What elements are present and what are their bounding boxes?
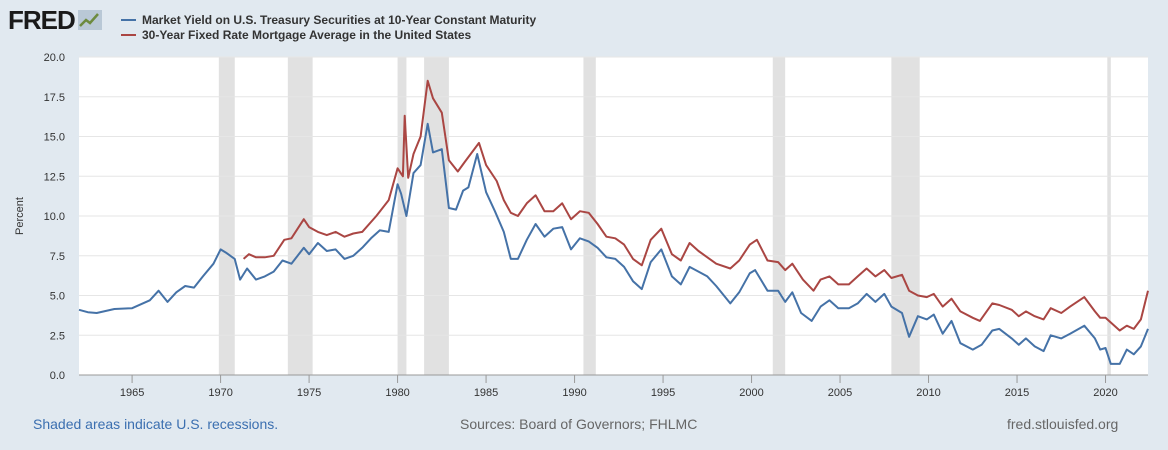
legend-swatch-mortgage <box>121 33 136 36</box>
y-tick-label: 0.0 <box>50 370 65 382</box>
legend-item-treasury[interactable]: Market Yield on U.S. Treasury Securities… <box>121 12 536 27</box>
legend-swatch-treasury <box>121 18 136 21</box>
logo-chart-icon <box>77 10 102 30</box>
x-tick-label: 2010 <box>916 387 940 399</box>
gridlines <box>79 56 1148 336</box>
series-line-treasury[interactable] <box>78 122 1149 365</box>
x-tick-label: 1995 <box>651 387 675 399</box>
y-tick-label: 17.5 <box>44 92 65 104</box>
legend-label-treasury: Market Yield on U.S. Treasury Securities… <box>142 12 537 27</box>
y-tick-label: 5.0 <box>50 291 65 303</box>
series-line-mortgage[interactable] <box>242 79 1149 332</box>
legend-label-mortgage: 30-Year Fixed Rate Mortgage Average in t… <box>142 27 472 42</box>
y-tick-label: 10.0 <box>44 211 65 223</box>
sources-text: Sources: Board of Governors; FHLMC <box>460 416 698 432</box>
recessions-note-link[interactable]: Shaded areas indicate U.S. recessions. <box>33 416 279 432</box>
x-tick-label: 1975 <box>297 387 321 399</box>
series-lines <box>78 79 1149 365</box>
y-tick-label: 15.0 <box>44 132 65 144</box>
x-tick-label: 1965 <box>120 387 144 399</box>
x-tick-label: 1985 <box>474 387 498 399</box>
y-tick-label: 7.5 <box>50 251 65 263</box>
x-tick-label: 2005 <box>828 387 852 399</box>
fred-logo[interactable]: FRED <box>8 6 102 34</box>
x-tick-label: 1970 <box>208 387 232 399</box>
y-tick-label: 12.5 <box>44 171 65 183</box>
x-tick-label: 2015 <box>1005 387 1029 399</box>
chart-legend: Market Yield on U.S. Treasury Securities… <box>121 12 536 42</box>
x-tick-label: 2000 <box>739 387 763 399</box>
logo-text: FRED <box>8 5 76 35</box>
y-axis: 0.0 2.5 5.0 7.5 10.0 12.5 15.0 17.5 20.0 <box>44 52 65 382</box>
x-tick-label: 1990 <box>562 387 586 399</box>
x-axis: 1965 1970 1975 1980 1985 1990 1995 2000 2005 2010… <box>79 374 1148 399</box>
x-tick-label: 2020 <box>1093 387 1117 399</box>
y-axis-label: Percent <box>14 197 26 235</box>
site-link[interactable]: fred.stlouisfed.org <box>1007 416 1119 432</box>
y-tick-label: 2.5 <box>50 330 65 342</box>
y-tick-label: 20.0 <box>44 52 65 64</box>
x-tick-label: 1980 <box>385 387 409 399</box>
legend-item-mortgage[interactable]: 30-Year Fixed Rate Mortgage Average in t… <box>121 27 536 42</box>
